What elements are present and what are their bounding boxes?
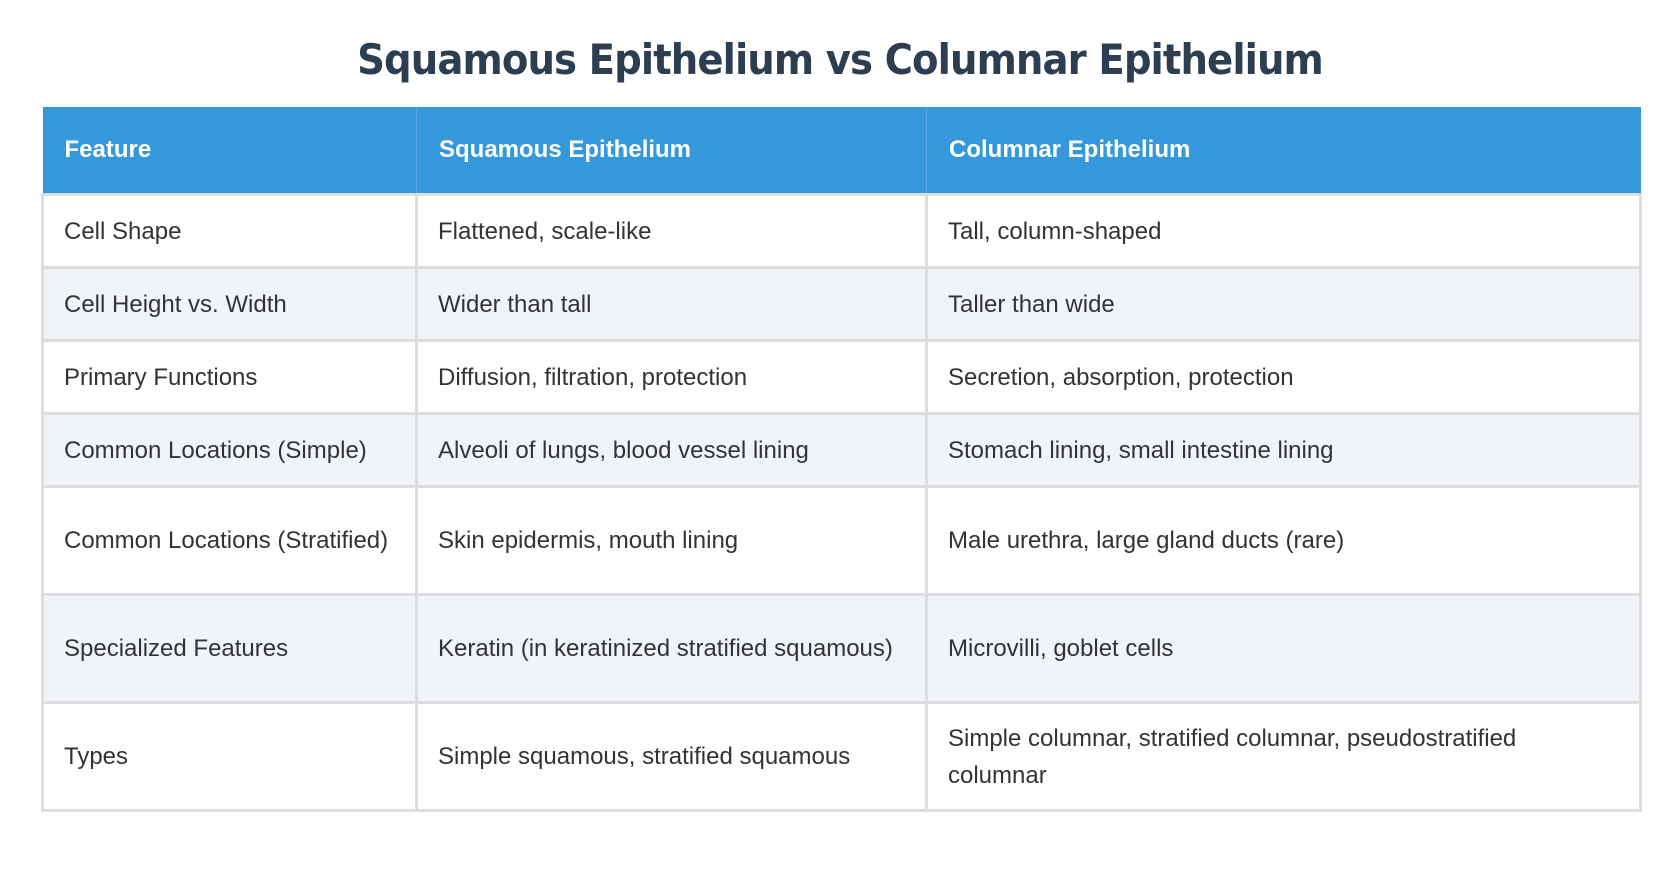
squamous-cell: Alveoli of lungs, blood vessel lining [415, 412, 928, 488]
feature-cell: Cell Shape [41, 193, 418, 269]
feature-cell: Common Locations (Stratified) [41, 485, 418, 596]
table-row: Primary Functions Diffusion, filtration,… [41, 339, 1642, 415]
table-row: Cell Shape Flattened, scale-like Tall, c… [41, 193, 1642, 269]
table-row: Common Locations (Stratified) Skin epide… [41, 485, 1642, 596]
squamous-cell: Diffusion, filtration, protection [415, 339, 928, 415]
feature-cell: Specialized Features [41, 593, 418, 704]
columnar-cell: Secretion, absorption, protection [925, 339, 1642, 415]
feature-cell: Common Locations (Simple) [41, 412, 418, 488]
header-squamous: Squamous Epithelium [416, 107, 927, 195]
squamous-cell: Keratin (in keratinized stratified squam… [415, 593, 928, 704]
columnar-cell: Male urethra, large gland ducts (rare) [925, 485, 1642, 596]
columnar-cell: Tall, column-shaped [925, 193, 1642, 269]
squamous-cell: Flattened, scale-like [415, 193, 928, 269]
columnar-cell: Microvilli, goblet cells [925, 593, 1642, 704]
table-row: Specialized Features Keratin (in keratin… [41, 593, 1642, 704]
columnar-cell: Stomach lining, small intestine lining [925, 412, 1642, 488]
table-header-row: Feature Squamous Epithelium Columnar Epi… [42, 107, 1641, 195]
feature-cell: Types [41, 701, 418, 812]
page-title: Squamous Epithelium vs Columnar Epitheli… [357, 35, 1324, 84]
columnar-cell: Simple columnar, stratified columnar, ps… [925, 701, 1642, 812]
table-row: Types Simple squamous, stratified squamo… [41, 701, 1642, 812]
squamous-cell: Simple squamous, stratified squamous [415, 701, 928, 812]
feature-cell: Primary Functions [41, 339, 418, 415]
table-row: Cell Height vs. Width Wider than tall Ta… [41, 266, 1642, 342]
table-row: Common Locations (Simple) Alveoli of lun… [41, 412, 1642, 488]
columnar-cell: Taller than wide [925, 266, 1642, 342]
squamous-cell: Skin epidermis, mouth lining [415, 485, 928, 596]
squamous-cell: Wider than tall [415, 266, 928, 342]
comparison-table: Feature Squamous Epithelium Columnar Epi… [41, 107, 1642, 812]
header-feature: Feature [42, 107, 417, 195]
feature-cell: Cell Height vs. Width [41, 266, 418, 342]
header-columnar: Columnar Epithelium [926, 107, 1641, 195]
